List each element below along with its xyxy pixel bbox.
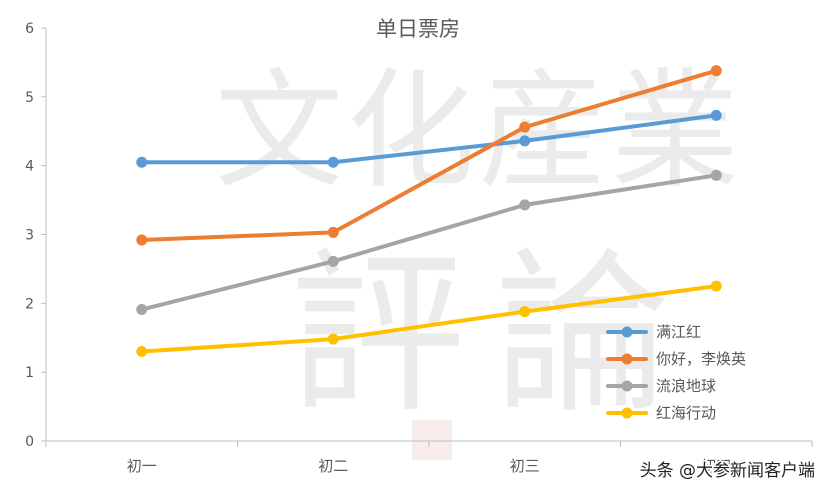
legend-item: 你好，李焕英 [606,350,746,368]
series-group [136,65,722,358]
series-line [139,284,719,354]
series-line [139,173,719,312]
data-point [327,156,339,168]
data-point [136,234,148,246]
chart-title: 单日票房 [376,17,460,41]
data-point [327,255,339,267]
y-tick-label: 5 [25,90,34,106]
data-point [327,333,339,345]
y-tick-label: 2 [25,296,34,312]
data-point [710,280,722,292]
legend-swatch-marker [621,407,633,419]
data-point [327,226,339,238]
y-tick-label: 0 [25,434,34,450]
data-point [519,121,531,133]
x-tick-label: 初三 [510,457,540,475]
axes: 0 1 2 3 4 5 6 初一 初二 初三 初四 [25,21,813,475]
watermark: 文化産業 評論 [215,57,743,460]
series-4 [136,280,722,358]
data-point [710,65,722,77]
legend-item: 红海行动 [606,404,716,422]
data-point [519,135,531,147]
data-point [710,169,722,181]
data-point [136,304,148,316]
data-point [136,156,148,168]
y-tick-label: 3 [25,228,34,244]
legend-label: 流浪地球 [656,377,716,395]
y-tick-label: 6 [25,21,34,37]
series-1 [136,109,722,168]
series-3 [136,169,722,316]
x-tick-label: 初一 [127,457,157,475]
source-watermark: 头条 @大参新闻客户端 [640,461,815,481]
x-tick-label: 初二 [318,457,348,475]
series-line [139,113,719,165]
data-point [710,109,722,121]
legend-item: 满江红 [606,323,701,341]
legend-swatch-marker [621,326,633,338]
legend-label: 你好，李焕英 [656,350,746,368]
data-point [136,346,148,358]
legend-label: 满江红 [656,323,701,341]
legend-swatch-marker [621,353,633,365]
legend-label: 红海行动 [656,404,716,422]
legend-item: 流浪地球 [606,377,716,395]
legend-swatch-marker [621,380,633,392]
y-tick-label: 1 [25,365,34,381]
y-tick-label: 4 [25,159,34,175]
watermark-line1: 文化産業 [215,57,743,206]
x-tick-label: 初四 [701,457,731,475]
series-line [139,68,719,243]
data-point [519,306,531,318]
data-point [519,199,531,211]
watermark-seal [412,420,452,460]
series-2 [136,65,722,246]
